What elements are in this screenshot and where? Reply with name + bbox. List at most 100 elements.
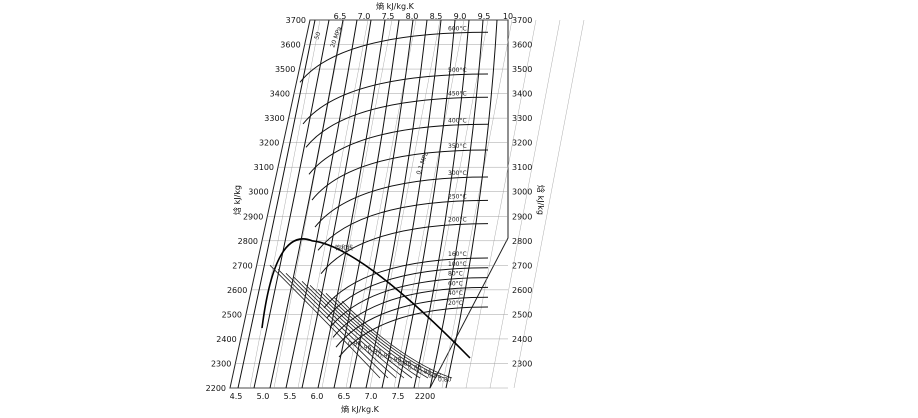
left-tick-label: 2300	[211, 359, 231, 368]
left-tick-label: 2900	[243, 212, 263, 221]
isotherm-label: 60°C	[448, 280, 463, 287]
quality-label: 0.88	[398, 360, 412, 367]
grid-line-s	[465, 19, 537, 389]
isobar-line	[381, 19, 442, 389]
bottom-tick-label: 7.0	[365, 392, 378, 401]
chart-ticks: 2200 2300 2400 2500 2600 2700 2800 2900 3000 3100…	[206, 12, 533, 401]
top-tick-label: 9.0	[454, 12, 467, 21]
isobar-line	[429, 19, 484, 389]
right-tick-label: 2400	[512, 335, 532, 344]
isotherm-line	[335, 296, 489, 348]
saturation-line	[261, 238, 471, 359]
isotherm-line	[338, 306, 489, 358]
isotherm-line	[320, 223, 489, 274]
top-tick-label: 8.5	[430, 12, 443, 21]
quality-line	[285, 273, 397, 379]
isotherm-line	[314, 176, 489, 228]
grid-line-s	[297, 19, 369, 389]
isotherm-label: 500°C	[448, 67, 467, 74]
right-tick-label: 2600	[512, 286, 532, 295]
isobar-line	[269, 19, 344, 389]
right-axis-title: 焓 kJ/kg	[536, 185, 546, 215]
isotherm-line	[329, 277, 489, 328]
quality-label: 0.98	[348, 340, 362, 347]
isotherm-line	[317, 199, 489, 251]
bottom-tick-label: 6.5	[338, 392, 351, 401]
isotherm-label: 600°C	[448, 25, 467, 32]
right-tick-label: 3000	[512, 188, 532, 197]
right-tick-label: 3700	[512, 16, 532, 25]
quality-label: 0.94	[368, 348, 382, 355]
grid-line-s	[249, 19, 321, 389]
top-axis-title: 熵 kJ/kg.K	[376, 1, 414, 11]
quality-line	[341, 301, 453, 379]
isotherm-label: 160°C	[448, 251, 467, 258]
quality-line	[277, 269, 389, 379]
isotherm-label: 20°C	[448, 300, 463, 307]
isotherm-line	[302, 73, 489, 125]
isobar-line	[301, 19, 372, 389]
isotherm-label: 200°C	[448, 217, 467, 224]
isobar-line	[349, 19, 414, 389]
right-tick-label: 3200	[512, 139, 532, 148]
chart-labels: 0.980.960.940.920.900.880.860.840.820.80…	[313, 25, 466, 383]
isotherm-label: 450°C	[448, 90, 467, 97]
left-tick-label: 2600	[227, 286, 247, 295]
left-tick-label: 3100	[254, 163, 274, 172]
isotherm-label: 400°C	[448, 117, 467, 124]
left-tick-label: 3700	[286, 16, 306, 25]
isotherm-line	[299, 31, 489, 83]
bottom-tick-label: 4.5	[230, 392, 243, 401]
top-tick-label: 9.5	[478, 12, 491, 21]
isotherm-line	[332, 286, 489, 338]
grid-line-s	[273, 19, 345, 389]
right-tick-label: 2800	[512, 237, 532, 246]
bottom-tick-label: 6.0	[311, 392, 324, 401]
isotherm-label: 80°C	[448, 271, 463, 278]
grid-line-s	[489, 19, 561, 389]
right-tick-label: 2300	[512, 359, 532, 368]
right-tick-label: 2700	[512, 261, 532, 270]
quality-label: 0.84	[418, 368, 432, 375]
chart-grid	[230, 19, 585, 389]
top-tick-label: 10	[503, 12, 513, 21]
right-tick-label: 3400	[512, 90, 532, 99]
top-tick-label: 7.0	[358, 12, 371, 21]
quality-line	[301, 281, 413, 379]
top-tick-label: 8.0	[406, 12, 419, 21]
pressure-label: 20 MPa	[329, 26, 343, 49]
quality-line	[333, 297, 445, 379]
left-tick-label: 3300	[264, 114, 284, 123]
left-tick-label: 3500	[275, 65, 295, 74]
isobar-line	[365, 19, 428, 389]
left-tick-label: 2800	[238, 237, 258, 246]
grid-line-s	[513, 19, 585, 389]
isobar-line	[397, 19, 456, 389]
left-tick-label: 2200	[206, 384, 226, 393]
pressure-label: 50	[313, 31, 322, 41]
quality-line	[309, 285, 421, 379]
right-tick-label: 3600	[512, 41, 532, 50]
quality-label: 0.96	[358, 344, 372, 351]
left-tick-label: 2400	[216, 335, 236, 344]
right-tick-label: 3300	[512, 114, 532, 123]
right-tick-label: 3500	[512, 65, 532, 74]
grid-line-s	[369, 19, 441, 389]
quality-label: 0.82	[428, 372, 442, 379]
left-tick-label: 3200	[259, 139, 279, 148]
bottom-tick-label: 2200	[415, 392, 435, 401]
isobar-line	[237, 19, 316, 389]
bottom-tick-label: 7.5	[392, 392, 405, 401]
grid-line-s	[321, 19, 393, 389]
isotherm-line	[305, 96, 489, 148]
grid-line-s	[417, 19, 489, 389]
isotherm-label: 350°C	[448, 143, 467, 150]
isotherm-line	[311, 149, 489, 201]
chart-curves	[237, 19, 498, 389]
isotherm-label: 40°C	[448, 290, 463, 297]
isobar-line	[333, 19, 400, 389]
left-tick-label: 2700	[232, 261, 252, 270]
top-tick-label: 6.5	[334, 12, 347, 21]
right-tick-label: 3100	[512, 163, 532, 172]
